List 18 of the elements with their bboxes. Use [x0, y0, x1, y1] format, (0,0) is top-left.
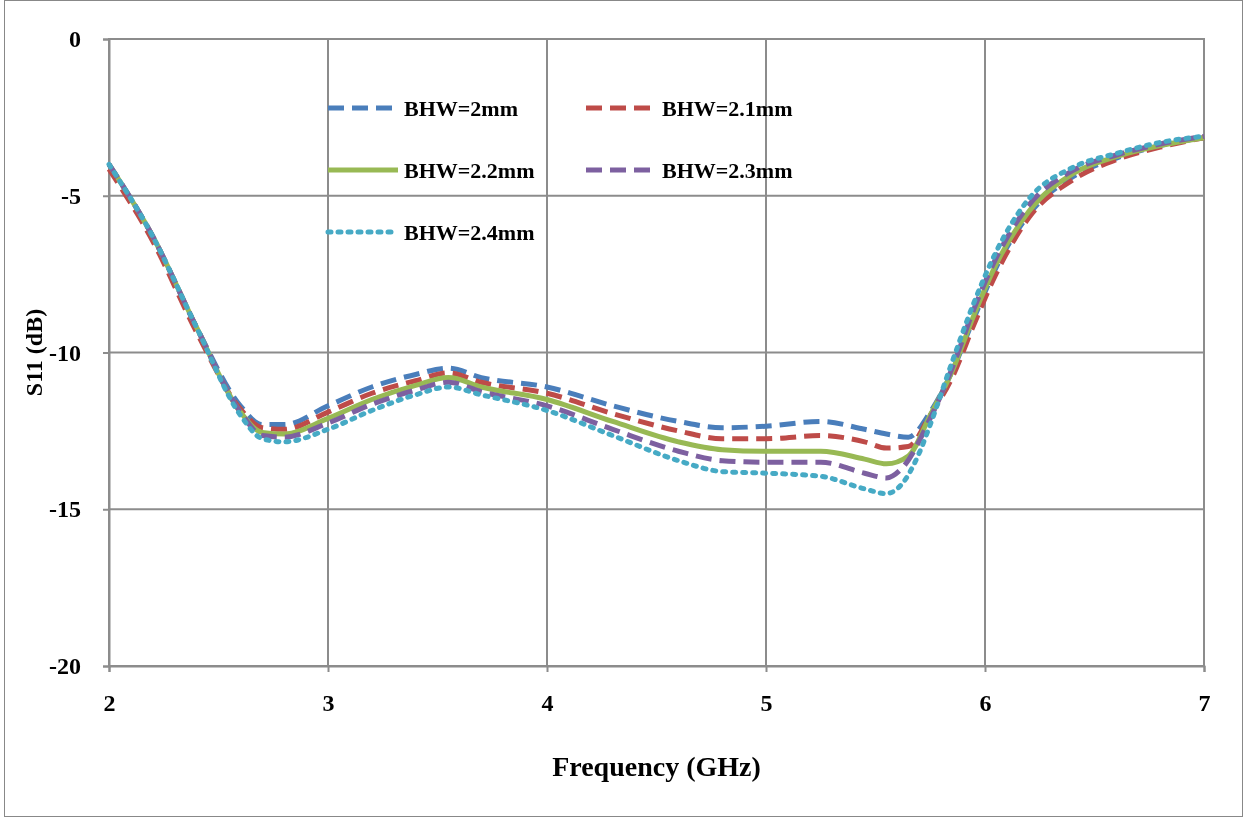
x-tick-label: 7 — [1198, 690, 1211, 717]
legend-label: BHW=2.4mm — [404, 220, 535, 245]
y-tick-label: -5 — [61, 182, 81, 209]
x-tick-label: 6 — [979, 690, 992, 717]
legend-label: BHW=2.3mm — [662, 158, 793, 183]
y-tick-label: 0 — [69, 26, 81, 53]
y-tick-label: -15 — [49, 496, 81, 523]
x-tick-label: 2 — [103, 690, 116, 717]
x-tick-label: 4 — [541, 690, 554, 717]
legend-label: BHW=2mm — [404, 96, 518, 121]
y-axis-title: S11 (dB) — [21, 308, 47, 397]
x-tick-label: 3 — [322, 690, 335, 717]
x-axis-title: Frequency (GHz) — [552, 751, 761, 782]
legend-label: BHW=2.1mm — [662, 96, 793, 121]
legend-label: BHW=2.2mm — [404, 158, 535, 183]
y-tick-label: -20 — [49, 653, 81, 680]
y-tick-label: -10 — [49, 339, 81, 366]
x-tick-label: 5 — [760, 690, 773, 717]
